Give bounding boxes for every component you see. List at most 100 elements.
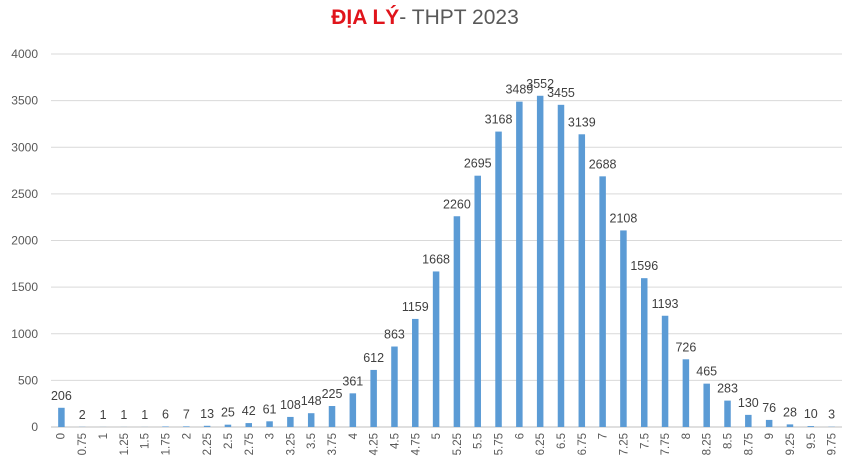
x-tick-label: 5 [431,433,443,439]
y-tick-label: 3500 [11,94,38,108]
bar [620,230,627,427]
x-tick-label: 0.75 [77,433,89,455]
gridlines [51,53,842,428]
x-tick-label: 6.75 [577,433,589,455]
x-tick-label: 4.25 [369,433,381,455]
bar [287,416,294,427]
bar [412,318,419,427]
bar [432,271,440,427]
bar [183,426,190,427]
data-label: 3552 [526,77,554,91]
x-tick-label: 7 [598,433,610,439]
x-tick-label: 1.5 [140,433,152,449]
data-label: 2688 [589,157,617,171]
x-tick-label: 6.5 [556,433,568,449]
x-tick-label: 4.75 [410,433,422,455]
y-tick-label: 4000 [11,47,38,61]
data-label: 3168 [485,113,513,127]
x-axis-ticks: 0 0.75 1 1.25 1.5 1.75 2 2.25 2.5 2.75 3 3.25 3.5 3.7… [55,432,838,455]
bar [328,406,336,427]
bar [391,346,398,427]
data-label: 3489 [505,83,533,97]
bar [807,426,815,427]
x-tick-label: 2.5 [223,433,235,449]
x-tick-label: 8.25 [702,433,714,455]
y-tick-label: 0 [31,420,38,434]
data-label: 3 [828,408,835,422]
bar [703,383,710,427]
chart-title-accent: ĐỊA LÝ [331,6,400,29]
bar [162,426,169,427]
x-tick-label: 7.25 [618,433,630,455]
data-label: 2 [79,408,86,422]
data-label: 2695 [464,157,492,171]
data-label: 76 [762,401,776,415]
y-tick-label: 2000 [11,234,38,248]
x-tick-label: 5.25 [452,433,464,455]
x-tick-label: 9 [764,433,776,439]
bar [203,425,211,427]
x-tick-label: 2.75 [244,433,256,455]
data-label: 726 [675,340,696,354]
data-label: 10 [804,407,818,421]
data-label: 3455 [547,86,575,100]
y-tick-label: 1000 [11,327,38,341]
data-label: 1193 [652,297,679,311]
bar [745,414,752,427]
bar [474,175,481,427]
data-label: 2108 [610,211,638,225]
bar [599,176,606,427]
x-tick-label: 2 [181,433,193,439]
bar [266,421,273,427]
data-label: 3139 [568,115,596,129]
bar [557,104,565,427]
data-label: 42 [242,404,256,418]
y-tick-label: 2500 [11,187,38,201]
bar [245,423,252,427]
y-axis-ticks: 0 500 1000 1500 2000 2500 3000 3500 4000 [11,47,38,434]
x-tick-label: 5.75 [494,433,506,455]
data-label: 1 [141,408,148,422]
data-label: 612 [363,351,384,365]
y-tick-label: 500 [18,373,38,387]
bar [224,424,232,427]
data-label: 28 [783,405,797,419]
x-tick-label: 6 [514,433,526,439]
bar [58,407,65,427]
x-tick-label: 1.25 [119,433,131,455]
data-label: 108 [280,398,301,412]
chart-title-rest: - THPT 2023 [399,6,519,29]
y-tick-label: 1500 [11,280,38,294]
x-tick-label: 1.75 [160,433,172,455]
data-label: 148 [301,394,322,408]
x-tick-label: 2.25 [202,433,214,455]
data-label: 361 [342,374,363,388]
data-label: 1159 [402,300,429,314]
data-label: 1 [120,408,127,422]
chart-title: ĐỊA LÝ- THPT 2023 [0,6,850,30]
x-tick-label: 0 [55,433,67,439]
y-tick-label: 3000 [11,140,38,154]
bar [370,369,377,427]
bar [536,95,544,427]
data-label: 225 [322,387,343,401]
bar [682,359,690,427]
x-tick-label: 3.25 [285,433,297,455]
data-label: 206 [51,389,72,403]
data-label: 1596 [630,259,658,273]
bar [578,134,586,427]
data-label: 1668 [422,252,450,266]
bar [724,400,731,427]
bar [495,131,502,428]
data-label: 283 [717,382,738,396]
bar [765,419,773,427]
bar [661,315,669,427]
data-label: 13 [200,407,214,421]
data-label: 465 [696,365,717,379]
data-label: 7 [183,407,190,421]
x-tick-label: 6.25 [535,433,547,455]
bar [786,424,794,427]
x-tick-label: 8.75 [743,433,755,455]
